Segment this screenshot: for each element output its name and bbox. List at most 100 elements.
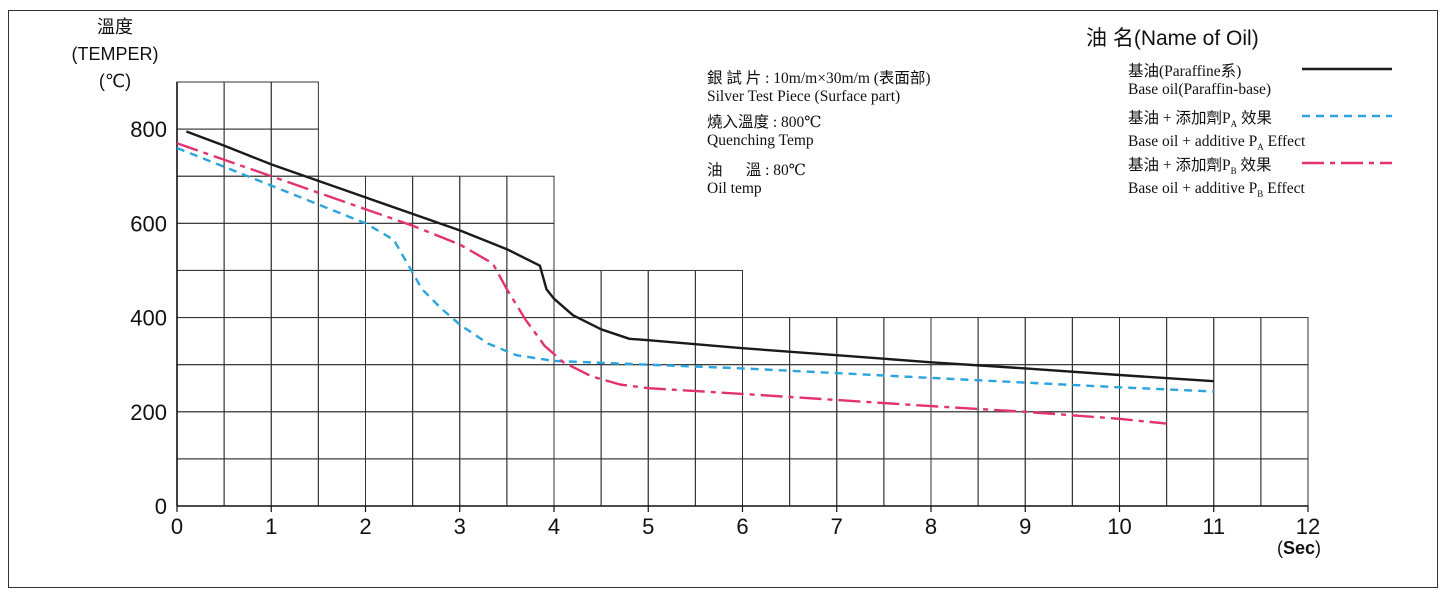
grid-cell	[883, 317, 932, 366]
grid-cell	[506, 269, 555, 319]
x-tick-label: 4	[548, 514, 560, 539]
grid-cell	[1071, 317, 1120, 366]
legend-sub: A	[1257, 142, 1264, 153]
series-layer	[176, 130, 1214, 425]
grid-cell	[1166, 458, 1215, 507]
grid-cell	[412, 317, 461, 366]
grid-cell	[930, 317, 979, 366]
legend-entry-line1b: 效果	[1236, 157, 1272, 174]
grid-cell	[270, 317, 319, 366]
grid-cell	[694, 269, 743, 319]
y-tick-label: 400	[130, 306, 167, 331]
legend-entry-line1: 基油 + 添加劑P	[1128, 110, 1231, 127]
series-line-3	[176, 142, 1167, 425]
grid-cell	[176, 175, 225, 224]
info-quench: 燒入溫度 : 800℃ Quenching Temp	[707, 114, 822, 150]
grid-cell	[1213, 317, 1262, 366]
grid-cell	[553, 364, 602, 413]
grid-cell	[365, 411, 414, 460]
grid-cell	[742, 364, 791, 413]
y-axis-label-line3: (℃)	[98, 71, 132, 91]
x-tick-label: 9	[1019, 514, 1031, 539]
y-axis-label-line2: (TEMPER)	[71, 44, 159, 64]
grid-cell	[789, 411, 838, 460]
grid-cell	[223, 411, 272, 460]
info-line1: 銀 試 片 : 10m/m×30m/m (表面部)	[707, 70, 931, 87]
legend-sub: B	[1257, 189, 1264, 200]
grid-cell	[176, 458, 225, 507]
y-tick-label: 600	[130, 211, 167, 236]
grid-cell	[176, 222, 225, 271]
grid-cell	[365, 458, 414, 507]
legend-entry-line2: Base oil + additive P	[1128, 133, 1258, 151]
grid-cell	[317, 458, 366, 507]
y-tick-label: 200	[130, 400, 167, 425]
grid-cell	[977, 458, 1026, 507]
info-line3: 燒入溫度 : 800℃	[707, 114, 822, 131]
legend-title: 油 名(Name of Oil)	[1086, 27, 1259, 50]
grid-cell	[789, 317, 838, 366]
legend-entry-line2: Base oil + additive P	[1128, 180, 1258, 198]
x-tick-label: 10	[1107, 514, 1131, 539]
x-axis-unit-open: (	[1277, 538, 1283, 558]
grid-cell	[223, 222, 272, 271]
grid-cell	[1166, 364, 1215, 413]
x-axis-unit-label: Sec	[1283, 538, 1316, 558]
grid-layer	[176, 81, 1309, 507]
series-line-1	[185, 130, 1214, 383]
grid-cell	[1213, 411, 1262, 460]
grid-cell	[270, 458, 319, 507]
grid-cell	[600, 364, 649, 413]
legend-swatches	[1302, 67, 1392, 165]
grid-cell	[459, 317, 508, 366]
grid-cell	[883, 458, 932, 507]
y-tick-label: 800	[130, 117, 167, 142]
grid-cell	[1213, 364, 1262, 413]
grid-cell	[176, 364, 225, 413]
grid-cell	[317, 364, 366, 413]
legend-entry-line2: Base oil(Paraffin-base)	[1128, 81, 1272, 98]
grid-cell	[742, 458, 791, 507]
x-axis-unit: (Sec)	[1277, 538, 1321, 559]
grid-cell	[270, 128, 319, 177]
grid-cell	[176, 269, 225, 319]
info-line4: Quenching Temp	[707, 132, 814, 149]
legend-entry-line1: 基油(Paraffine系)	[1128, 63, 1242, 80]
grid-cell	[789, 458, 838, 507]
x-tick-label: 2	[359, 514, 371, 539]
grid-cell	[883, 411, 932, 460]
x-tick-label: 8	[925, 514, 937, 539]
legend-entry-line2b: Effect	[1263, 180, 1305, 198]
grid-cell	[647, 269, 696, 319]
grid-cell	[1166, 317, 1215, 366]
grid-cell	[742, 411, 791, 460]
grid-cell	[930, 411, 979, 460]
grid-cell	[223, 81, 272, 130]
grid-cell	[506, 458, 555, 507]
grid-cell	[930, 458, 979, 507]
grid-cell	[270, 411, 319, 460]
grid-cell	[836, 458, 885, 507]
chart-frame	[8, 10, 1438, 588]
grid-cell	[1213, 458, 1262, 507]
grid-cell	[1024, 458, 1073, 507]
x-tick-label: 5	[642, 514, 654, 539]
grid-cell	[1260, 458, 1309, 507]
grid-cell	[223, 458, 272, 507]
grid-cell	[742, 317, 791, 366]
grid-cell	[223, 269, 272, 319]
grid-cell	[977, 364, 1026, 413]
grid-cell	[365, 364, 414, 413]
grid-cell	[977, 411, 1026, 460]
grid-cell	[553, 269, 602, 319]
grid-cell	[600, 269, 649, 319]
grid-cell	[694, 458, 743, 507]
legend-sub: A	[1230, 119, 1238, 130]
grid-cell	[600, 411, 649, 460]
legend-entry-additive-b: 基油 + 添加劑PB 效果 Base oil + additive PB Eff…	[1128, 157, 1305, 203]
grid-cell	[930, 364, 979, 413]
grid-cell	[412, 364, 461, 413]
grid-cell	[1024, 317, 1073, 366]
